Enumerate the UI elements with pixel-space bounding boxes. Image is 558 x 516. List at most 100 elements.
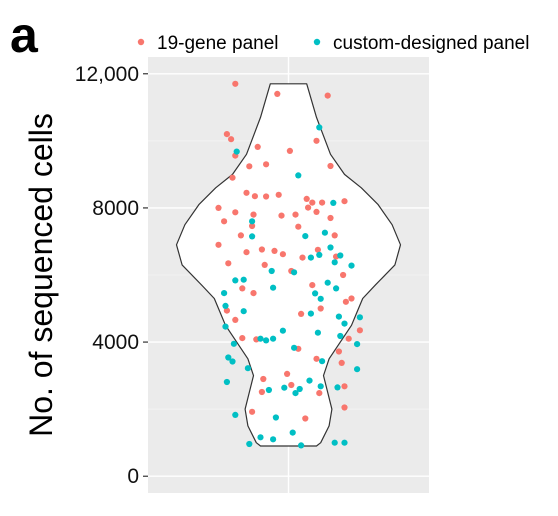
point-19-gene-panel bbox=[309, 199, 316, 206]
point-19-gene-panel bbox=[271, 247, 278, 254]
point-19-gene-panel bbox=[279, 251, 286, 258]
point-custom-designed-panel bbox=[307, 310, 314, 317]
point-19-gene-panel bbox=[261, 261, 268, 268]
point-19-gene-panel bbox=[298, 310, 305, 317]
point-custom-designed-panel bbox=[291, 269, 298, 276]
point-19-gene-panel bbox=[348, 295, 355, 302]
point-19-gene-panel bbox=[274, 90, 281, 97]
point-19-gene-panel bbox=[341, 404, 348, 411]
point-custom-designed-panel bbox=[330, 199, 337, 206]
point-19-gene-panel bbox=[309, 282, 316, 289]
point-19-gene-panel bbox=[302, 415, 309, 422]
y-axis-label: No. of sequenced cells bbox=[23, 113, 59, 437]
point-19-gene-panel bbox=[250, 211, 257, 218]
point-19-gene-panel bbox=[327, 162, 334, 170]
point-19-gene-panel bbox=[263, 161, 270, 168]
point-19-gene-panel bbox=[228, 136, 235, 143]
point-custom-designed-panel bbox=[270, 335, 277, 342]
point-19-gene-panel bbox=[313, 208, 320, 215]
point-19-gene-panel bbox=[305, 204, 312, 211]
point-19-gene-panel bbox=[327, 214, 334, 222]
point-custom-designed-panel bbox=[354, 366, 361, 373]
point-custom-designed-panel bbox=[268, 267, 275, 275]
point-custom-designed-panel bbox=[222, 302, 229, 309]
point-custom-designed-panel bbox=[230, 340, 237, 347]
point-19-gene-panel bbox=[243, 249, 250, 256]
point-19-gene-panel bbox=[288, 381, 295, 389]
point-custom-designed-panel bbox=[341, 439, 348, 446]
point-19-gene-panel bbox=[221, 218, 228, 225]
point-custom-designed-panel bbox=[324, 279, 331, 286]
point-custom-designed-panel bbox=[221, 290, 228, 297]
point-custom-designed-panel bbox=[316, 124, 323, 131]
point-19-gene-panel bbox=[258, 246, 265, 253]
point-custom-designed-panel bbox=[321, 229, 328, 236]
point-custom-designed-panel bbox=[292, 390, 299, 397]
point-custom-designed-panel bbox=[223, 378, 230, 386]
point-19-gene-panel bbox=[243, 189, 250, 196]
point-custom-designed-panel bbox=[270, 284, 277, 291]
point-19-gene-panel bbox=[225, 260, 232, 267]
point-19-gene-panel bbox=[278, 212, 285, 219]
point-custom-designed-panel bbox=[307, 254, 314, 261]
y-tick-label: 0 bbox=[127, 465, 139, 488]
point-19-gene-panel bbox=[338, 359, 345, 366]
point-19-gene-panel bbox=[275, 191, 282, 198]
point-19-gene-panel bbox=[313, 137, 320, 144]
point-19-gene-panel bbox=[345, 335, 352, 342]
y-tick-label: 8000 bbox=[92, 197, 139, 220]
point-custom-designed-panel bbox=[225, 354, 232, 361]
point-19-gene-panel bbox=[341, 198, 348, 205]
point-19-gene-panel bbox=[215, 204, 222, 211]
point-19-gene-panel bbox=[232, 209, 239, 216]
point-19-gene-panel bbox=[258, 388, 265, 396]
point-custom-designed-panel bbox=[327, 244, 334, 251]
point-custom-designed-panel bbox=[232, 277, 239, 284]
point-19-gene-panel bbox=[284, 370, 291, 377]
point-19-gene-panel bbox=[251, 193, 258, 200]
point-custom-designed-panel bbox=[314, 329, 321, 336]
legend-label-19-gene: 19-gene panel bbox=[157, 33, 279, 54]
point-custom-designed-panel bbox=[319, 358, 326, 365]
point-19-gene-panel bbox=[317, 305, 324, 312]
point-19-gene-panel bbox=[215, 241, 222, 248]
point-custom-designed-panel bbox=[263, 337, 270, 344]
point-19-gene-panel bbox=[237, 232, 244, 239]
point-19-gene-panel bbox=[232, 80, 239, 87]
point-custom-designed-panel bbox=[240, 276, 247, 283]
point-custom-designed-panel bbox=[279, 327, 286, 334]
point-custom-designed-panel bbox=[296, 385, 303, 393]
point-custom-designed-panel bbox=[331, 259, 338, 266]
point-custom-designed-panel bbox=[337, 252, 344, 259]
point-custom-designed-panel bbox=[354, 341, 361, 348]
point-custom-designed-panel bbox=[249, 233, 256, 240]
data-points bbox=[215, 80, 363, 449]
point-custom-designed-panel bbox=[341, 320, 348, 327]
point-19-gene-panel bbox=[254, 143, 261, 150]
point-19-gene-panel bbox=[299, 254, 306, 261]
point-custom-designed-panel bbox=[233, 148, 240, 155]
point-19-gene-panel bbox=[223, 307, 230, 314]
point-custom-designed-panel bbox=[333, 285, 340, 292]
point-custom-designed-panel bbox=[302, 233, 309, 240]
point-19-gene-panel bbox=[250, 290, 257, 297]
point-19-gene-panel bbox=[341, 383, 348, 390]
point-custom-designed-panel bbox=[348, 262, 355, 269]
point-custom-designed-panel bbox=[265, 386, 272, 394]
point-19-gene-panel bbox=[223, 131, 230, 138]
point-custom-designed-panel bbox=[335, 313, 342, 320]
point-custom-designed-panel bbox=[249, 218, 256, 225]
point-custom-designed-panel bbox=[331, 439, 338, 446]
point-custom-designed-panel bbox=[222, 323, 229, 330]
point-custom-designed-panel bbox=[291, 344, 298, 351]
point-custom-designed-panel bbox=[232, 411, 239, 418]
point-19-gene-panel bbox=[239, 335, 246, 342]
point-custom-designed-panel bbox=[317, 295, 324, 302]
panel-label: a bbox=[10, 7, 39, 63]
y-axis: 0 4000 8000 12,000 bbox=[75, 63, 148, 488]
point-custom-designed-panel bbox=[289, 429, 296, 436]
point-custom-designed-panel bbox=[334, 384, 341, 391]
point-19-gene-panel bbox=[335, 348, 342, 355]
point-19-gene-panel bbox=[260, 375, 267, 383]
point-custom-designed-panel bbox=[295, 172, 302, 179]
